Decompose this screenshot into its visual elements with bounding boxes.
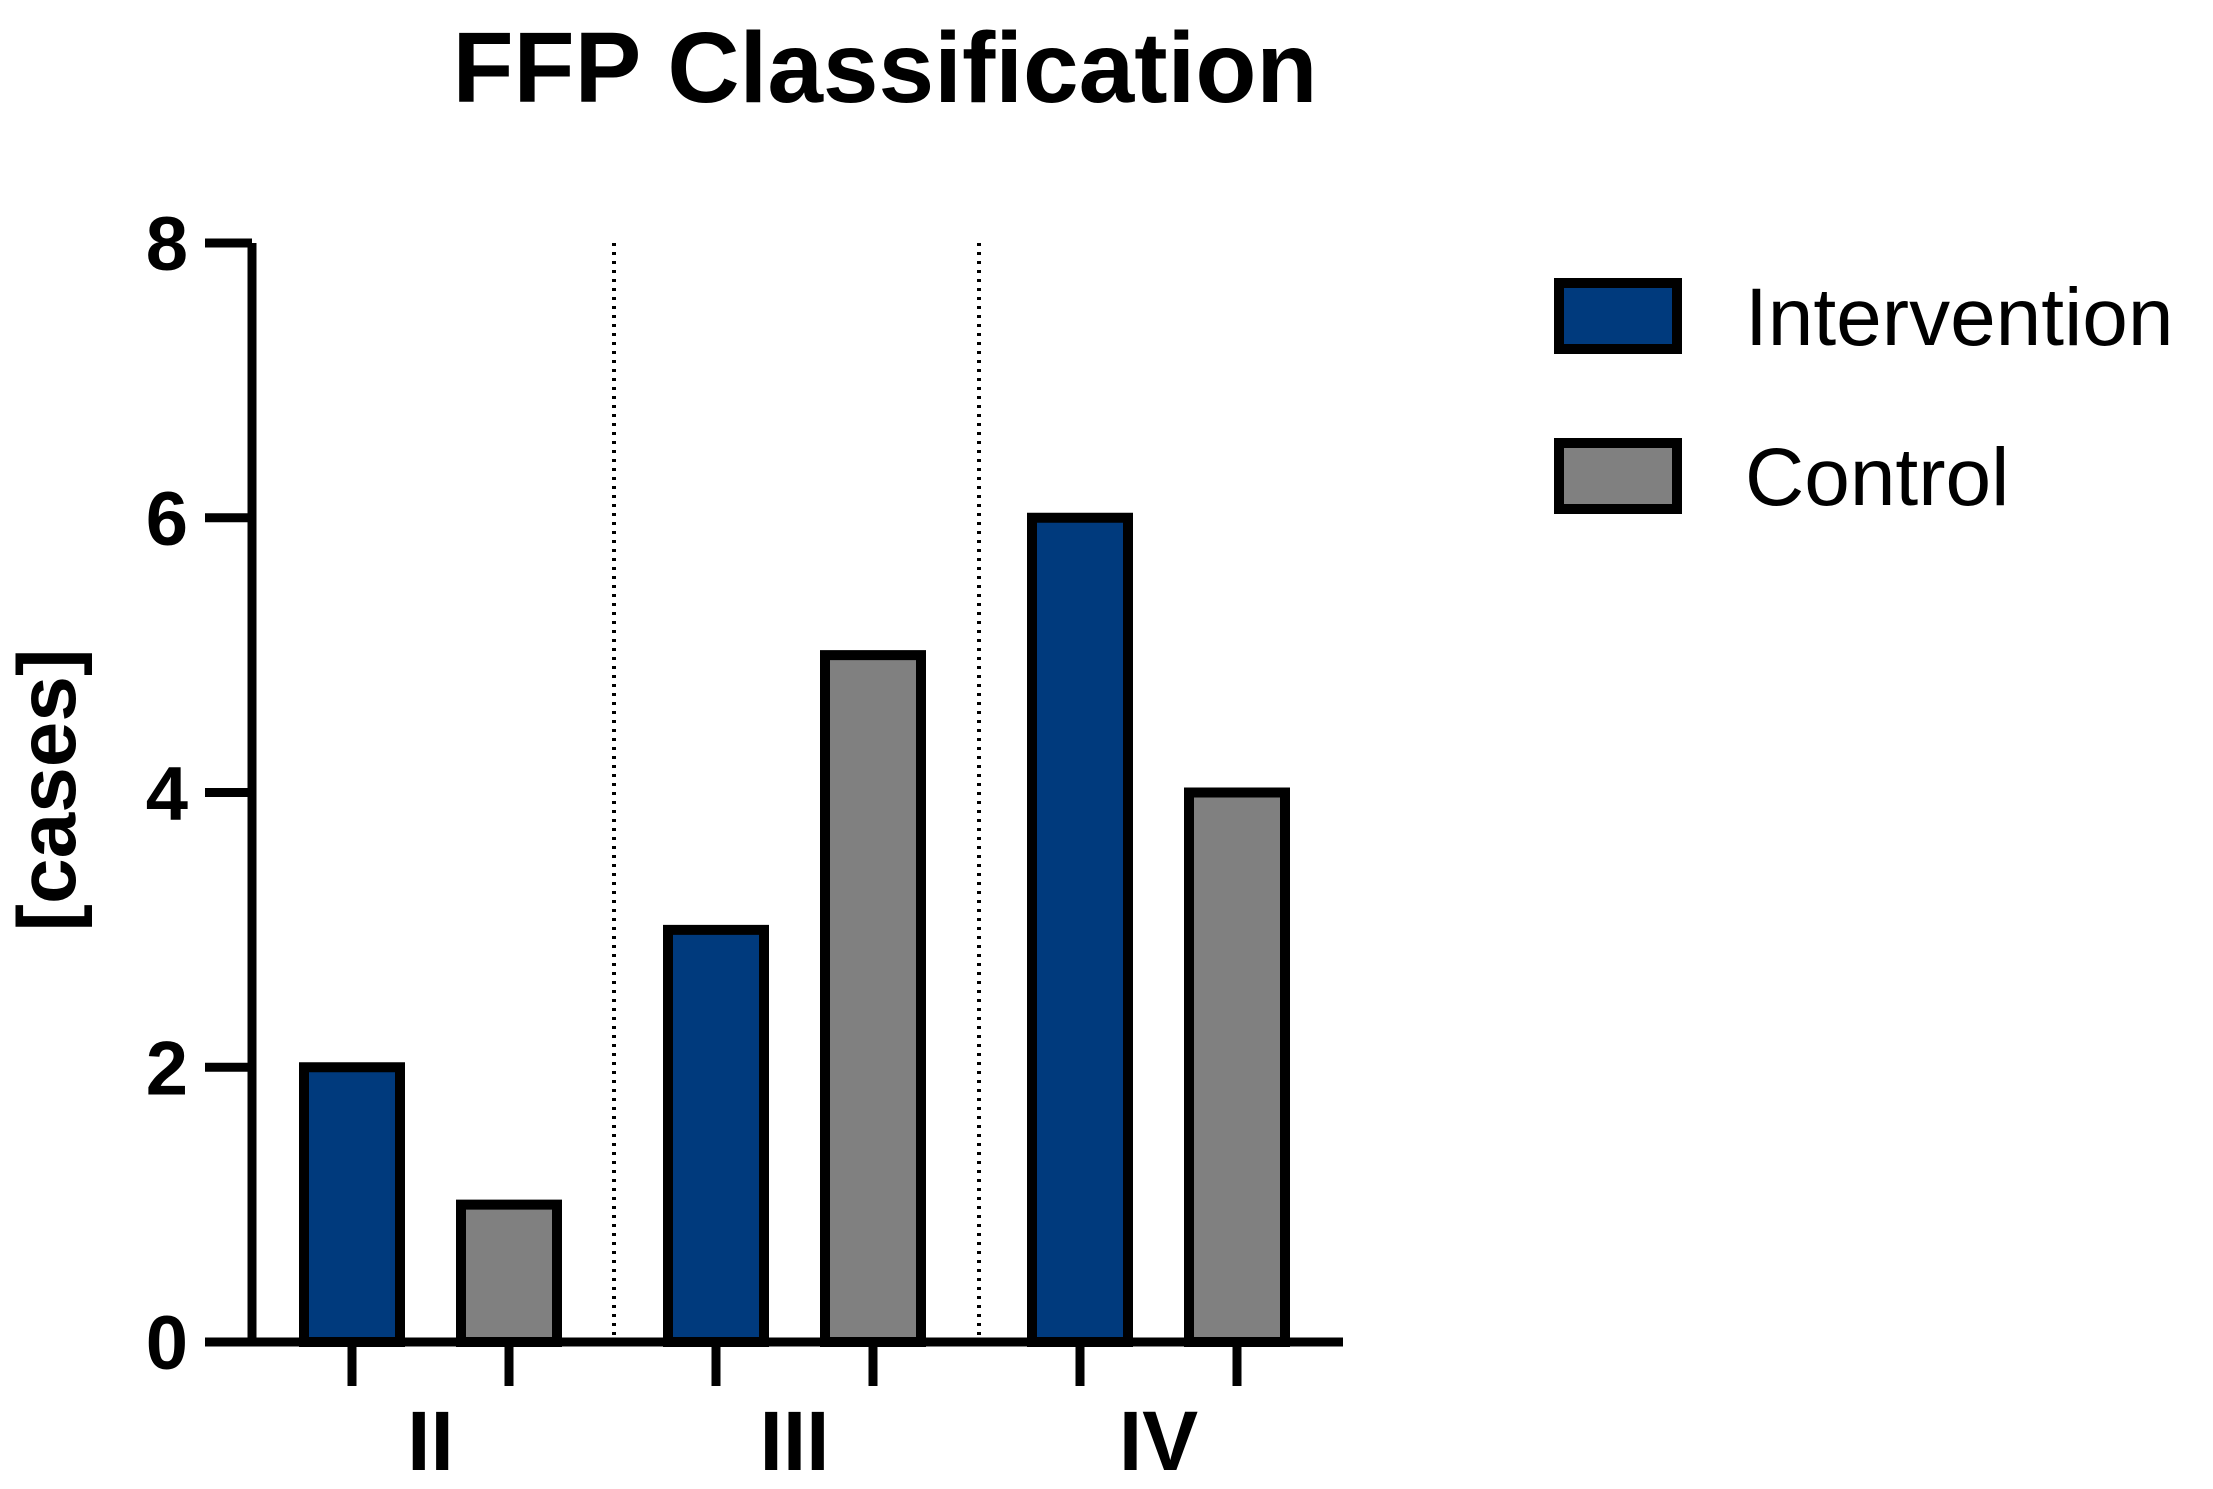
y-tick-label: 4 xyxy=(146,752,188,837)
category-separators xyxy=(612,243,981,1342)
chart-title: FFP Classification xyxy=(452,12,1317,124)
bar-intervention-ii xyxy=(299,1062,405,1347)
bar-control-iii xyxy=(820,650,926,1347)
legend-swatch-intervention xyxy=(1554,278,1682,354)
y-ticks-group: 0 2 4 6 8 xyxy=(146,202,252,1386)
bar-intervention-iv xyxy=(1027,512,1133,1347)
y-tick-label: 2 xyxy=(146,1026,188,1111)
y-tick-label: 6 xyxy=(146,477,188,562)
y-tick-label: 0 xyxy=(146,1301,188,1386)
legend-swatch-control xyxy=(1554,438,1682,514)
legend-label-control: Control xyxy=(1745,432,2009,523)
legend: Intervention Control xyxy=(1554,272,2174,523)
bar-control-iv xyxy=(1184,787,1290,1347)
legend-label-intervention: Intervention xyxy=(1745,272,2174,363)
bar-intervention-iii xyxy=(663,924,769,1347)
x-tick-label: II xyxy=(407,1394,454,1488)
y-tick-label: 8 xyxy=(146,202,188,287)
bars-group xyxy=(299,512,1290,1347)
x-ticks-group: II III IV xyxy=(347,1342,1242,1488)
y-axis-title: [cases] xyxy=(2,649,93,932)
x-tick-label: III xyxy=(759,1394,829,1488)
bar-control-ii xyxy=(456,1199,562,1347)
x-tick-label: IV xyxy=(1119,1394,1198,1488)
